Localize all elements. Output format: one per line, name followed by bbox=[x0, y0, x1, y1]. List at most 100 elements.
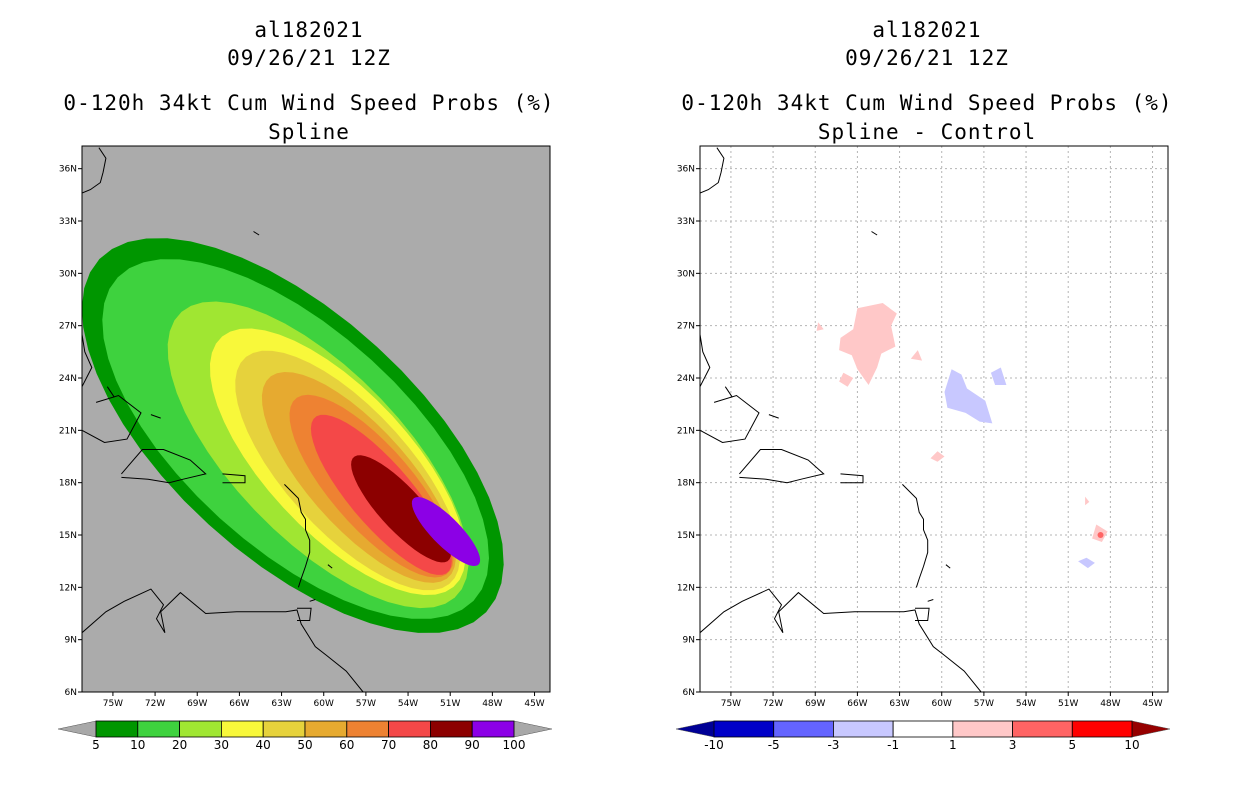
difference-contours bbox=[816, 303, 1108, 569]
axes: 36N 33N 30N 27N 24N 21N 18N 15N 12N 9N 6N 75W 72W 69W… bbox=[59, 165, 545, 709]
lat-label: 6N bbox=[683, 688, 695, 698]
coastline bbox=[284, 484, 311, 588]
product-title: 0-120h 34kt Cum Wind Speed Probs (%) bbox=[63, 91, 555, 115]
lat-label: 12N bbox=[59, 583, 77, 593]
coastline bbox=[297, 607, 312, 621]
subtitle: Spline - Control bbox=[817, 120, 1037, 144]
colorbar-label: -3 bbox=[827, 738, 839, 752]
coastline bbox=[222, 473, 246, 484]
grid-lines bbox=[700, 146, 1168, 692]
coastline bbox=[82, 147, 107, 194]
colorbar-label: 3 bbox=[1009, 738, 1017, 752]
lon-label: 66W bbox=[847, 699, 867, 709]
positive-difference-area bbox=[910, 350, 923, 361]
positive-difference-area bbox=[930, 451, 945, 462]
lon-label: 72W bbox=[763, 699, 783, 709]
colorbar-label: 100 bbox=[503, 738, 526, 752]
positive-difference-area bbox=[816, 322, 824, 331]
colorbar-label: 50 bbox=[297, 738, 312, 752]
colorbar-label: 30 bbox=[214, 738, 229, 752]
lon-label: 45W bbox=[524, 699, 544, 709]
map-frame bbox=[81, 145, 551, 693]
lat-label: 24N bbox=[59, 374, 77, 384]
lat-label: 12N bbox=[677, 583, 695, 593]
lat-label: 33N bbox=[677, 217, 695, 227]
coastline bbox=[253, 231, 260, 236]
colorbar-label: 10 bbox=[1124, 738, 1139, 752]
date-title: 09/26/21 12Z bbox=[227, 46, 391, 70]
negative-difference-area bbox=[944, 369, 993, 424]
lat-label: 33N bbox=[59, 217, 77, 227]
lon-label: 75W bbox=[721, 699, 741, 709]
storm-id-title: al182021 bbox=[872, 18, 982, 42]
colorbar-label: -10 bbox=[704, 738, 724, 752]
colorbar-swatch bbox=[304, 720, 348, 738]
coastline bbox=[700, 394, 760, 444]
colorbar-label: 1 bbox=[949, 738, 957, 752]
coastlines bbox=[700, 147, 982, 692]
contour-band bbox=[411, 497, 481, 566]
colorbar-label: 60 bbox=[339, 738, 354, 752]
colorbar-label: 10 bbox=[130, 738, 145, 752]
lat-label: 9N bbox=[683, 636, 695, 646]
colorbar-swatch bbox=[220, 720, 264, 738]
colorbar-swatch bbox=[892, 720, 954, 738]
colorbar-swatch bbox=[833, 720, 894, 738]
lat-label: 21N bbox=[59, 426, 77, 436]
colorbar-label: 80 bbox=[423, 738, 438, 752]
lon-label: 72W bbox=[145, 699, 165, 709]
colorbar-swatch bbox=[262, 720, 306, 738]
coastline bbox=[150, 414, 161, 419]
lat-label: 24N bbox=[677, 374, 695, 384]
lat-label: 36N bbox=[59, 165, 77, 175]
colorbar-swatch bbox=[713, 720, 775, 738]
colorbar-swatch bbox=[952, 720, 1013, 738]
lon-label: 57W bbox=[356, 699, 376, 709]
probability-map: 36N 33N 30N 27N 24N 21N 18N 15N 12N 9N 6N 75W 72W 69W… bbox=[57, 145, 553, 752]
lat-label: 15N bbox=[59, 531, 77, 541]
coastline bbox=[700, 147, 725, 194]
positive-difference-peak bbox=[1097, 532, 1104, 539]
date-title: 09/26/21 12Z bbox=[845, 46, 1009, 70]
lat-label: 15N bbox=[677, 531, 695, 541]
negative-difference-area bbox=[990, 367, 1007, 385]
left-colorbar: 5 10 20 30 40 50 60 70 80 90 100 bbox=[57, 720, 553, 752]
colorbar-swatch bbox=[1071, 720, 1133, 738]
lon-label: 60W bbox=[314, 699, 334, 709]
lat-label: 18N bbox=[59, 479, 77, 489]
colorbar-swatch bbox=[773, 720, 834, 738]
subtitle: Spline bbox=[268, 120, 350, 144]
colorbar-right-arrow bbox=[1131, 720, 1171, 738]
lon-label: 60W bbox=[932, 699, 952, 709]
coastline bbox=[106, 386, 115, 398]
colorbar-right-arrow bbox=[513, 720, 553, 738]
coastline bbox=[739, 449, 825, 484]
colorbar-left-arrow bbox=[57, 720, 97, 738]
coastline bbox=[82, 588, 364, 692]
colorbar-swatch bbox=[137, 720, 181, 738]
coastlines bbox=[82, 147, 364, 692]
map-background bbox=[700, 146, 1168, 692]
positive-difference-area bbox=[839, 372, 854, 387]
positive-difference-area bbox=[839, 303, 897, 385]
colorbar-label: 40 bbox=[256, 738, 271, 752]
coastline bbox=[724, 386, 733, 398]
lon-label: 45W bbox=[1142, 699, 1162, 709]
coastline bbox=[840, 473, 864, 484]
colorbar-label: 5 bbox=[1068, 738, 1076, 752]
coastline bbox=[927, 599, 934, 602]
coastline bbox=[82, 334, 93, 387]
lon-label: 51W bbox=[1058, 699, 1078, 709]
coastline bbox=[309, 599, 316, 602]
map-frame bbox=[699, 145, 1169, 693]
colorbar-swatch bbox=[346, 720, 389, 738]
lon-label: 54W bbox=[1016, 699, 1036, 709]
difference-map: 36N 33N 30N 27N 24N 21N 18N 15N 12N 9N 6N 75W 72W 69W… bbox=[675, 145, 1171, 752]
product-title: 0-120h 34kt Cum Wind Speed Probs (%) bbox=[681, 91, 1173, 115]
lon-label: 63W bbox=[271, 699, 291, 709]
lon-label: 48W bbox=[482, 699, 502, 709]
coastline bbox=[327, 564, 333, 569]
lat-label: 27N bbox=[59, 322, 77, 332]
colorbar-label: 70 bbox=[381, 738, 396, 752]
lat-label: 30N bbox=[59, 269, 77, 279]
